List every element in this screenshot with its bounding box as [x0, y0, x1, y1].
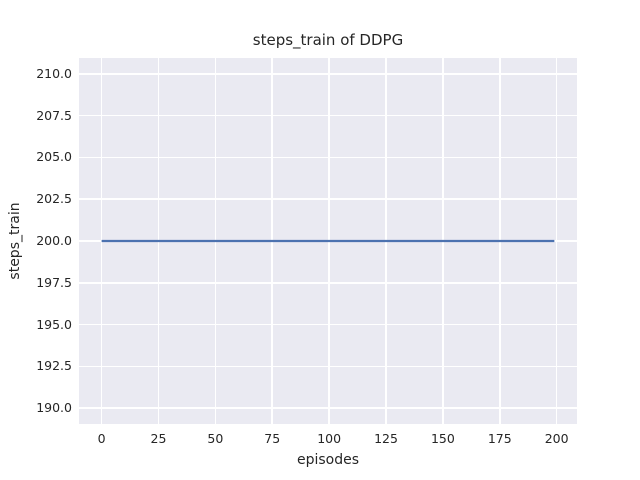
y-tick-label: 202.5 [36, 190, 72, 206]
chart-title: steps_train of DDPG [252, 31, 404, 49]
x-tick-label: 200 [544, 431, 569, 446]
plot-lines [101, 239, 555, 243]
x-tick-label: 150 [430, 431, 455, 446]
y-tick-label: 205.0 [36, 149, 72, 165]
y-tick-label: 192.5 [36, 358, 72, 374]
gridline-vertical [555, 58, 558, 424]
gridline-vertical [100, 58, 103, 424]
y-tick-label: 195.0 [36, 316, 72, 332]
gridline-horizontal [79, 281, 577, 284]
x-tick-label: 0 [97, 431, 106, 446]
x-tick-label: 100 [317, 431, 342, 446]
x-tick-label: 125 [374, 431, 398, 446]
x-tick-label: 50 [207, 431, 224, 446]
gridline-horizontal [79, 365, 577, 368]
x-tick-label: 75 [264, 431, 281, 446]
y-tick-label: 210.0 [36, 65, 72, 81]
gridline-horizontal [79, 156, 577, 159]
x-tick-label: 175 [487, 431, 512, 446]
gridline-horizontal [79, 198, 577, 200]
gridline-horizontal [79, 407, 577, 409]
gridline-horizontal [79, 73, 577, 75]
y-tick-label: 200.0 [36, 232, 72, 248]
gridline-horizontal [79, 323, 577, 326]
y-tick-label: 197.5 [36, 274, 72, 290]
x-axis-label: episodes [296, 452, 360, 468]
x-tick-label: 25 [150, 431, 167, 446]
y-axis-label: steps_train [7, 202, 23, 280]
y-tick-label: 190.0 [36, 399, 72, 415]
y-tick-label: 207.5 [36, 107, 72, 123]
plot-area [79, 58, 577, 424]
gridline-horizontal [79, 114, 577, 117]
